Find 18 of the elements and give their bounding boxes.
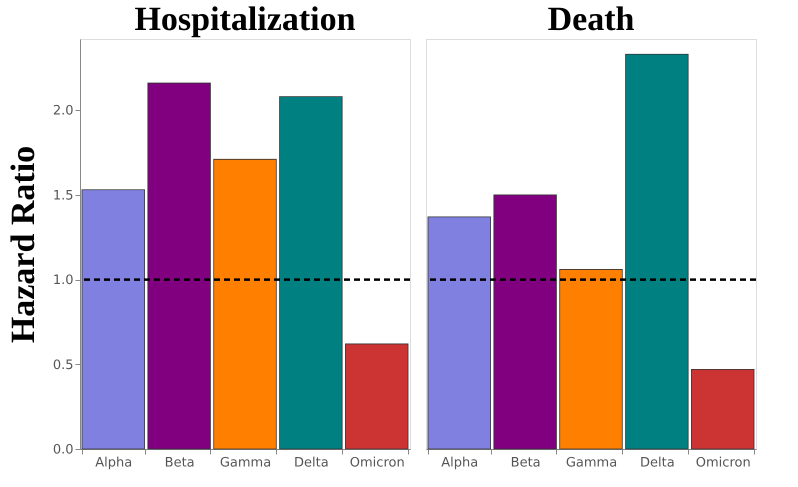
x-tick-label: Gamma xyxy=(220,456,272,470)
x-tick-label: Beta xyxy=(164,456,195,470)
y-tick-label: 0.0 xyxy=(52,442,74,458)
x-tick-label: Delta xyxy=(640,456,675,470)
chart-title: Hospitalization xyxy=(134,1,356,38)
x-tick-label: Beta xyxy=(510,456,541,470)
chart-title: Death xyxy=(548,1,635,38)
y-tick-label: 1.5 xyxy=(52,188,74,204)
x-tick-label: Delta xyxy=(294,456,329,470)
x-tick-label: Gamma xyxy=(566,456,618,470)
x-tick-label: Alpha xyxy=(95,456,132,470)
x-tick-label: Alpha xyxy=(441,456,478,470)
x-tick-label: Omicron xyxy=(696,456,751,470)
y-axis-title: Hazard Ratio xyxy=(4,146,42,344)
y-tick-label: 2.0 xyxy=(52,104,74,119)
x-tick-label: Omicron xyxy=(350,456,405,470)
y-tick-label: 0.5 xyxy=(52,358,74,373)
y-tick-label: 1.0 xyxy=(52,273,74,288)
